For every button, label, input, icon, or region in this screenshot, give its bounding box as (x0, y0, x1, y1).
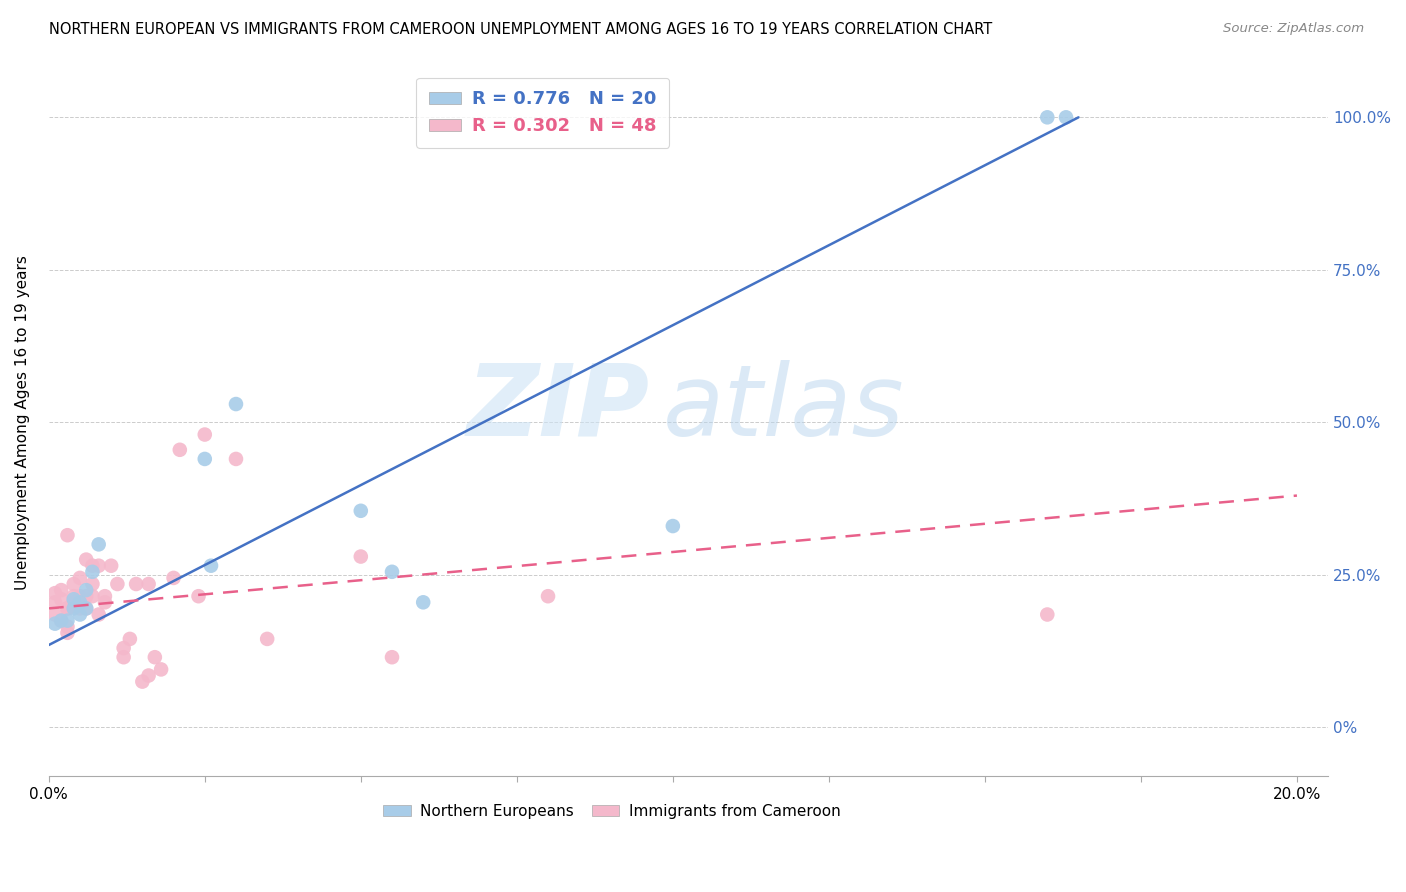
Point (112, 650, 135, 665)
Point (350, 504, 373, 518)
Point (225, 452, 247, 467)
Point (82, 577, 104, 591)
Text: ZIP: ZIP (467, 359, 650, 457)
Point (56, 614, 79, 628)
Point (51, 592, 73, 607)
Point (87, 607, 110, 622)
Point (194, 427, 217, 442)
Point (94, 595, 117, 609)
Point (44, 616, 66, 631)
Point (56, 620, 79, 634)
Point (75, 601, 97, 615)
Text: atlas: atlas (662, 359, 904, 457)
Point (87, 558, 110, 573)
Point (62, 595, 84, 609)
Point (143, 650, 166, 665)
Text: Source: ZipAtlas.com: Source: ZipAtlas.com (1223, 22, 1364, 36)
Point (82, 589, 104, 603)
Point (51, 614, 73, 628)
Point (75, 589, 97, 603)
Y-axis label: Unemployment Among Ages 16 to 19 years: Unemployment Among Ages 16 to 19 years (15, 255, 30, 590)
Point (1036, 111, 1059, 125)
Point (138, 668, 160, 682)
Point (100, 558, 122, 573)
Point (44, 607, 66, 622)
Point (62, 589, 84, 603)
Point (56, 625, 79, 640)
Point (69, 589, 91, 603)
Point (187, 589, 209, 603)
Point (105, 577, 128, 591)
Point (56, 601, 79, 615)
Point (381, 565, 404, 579)
Point (56, 528, 79, 542)
Point (138, 577, 160, 591)
Point (112, 641, 135, 656)
Point (51, 583, 73, 598)
Point (82, 558, 104, 573)
Legend: Northern Europeans, Immigrants from Cameroon: Northern Europeans, Immigrants from Came… (377, 798, 846, 825)
Point (381, 650, 404, 665)
Point (56, 601, 79, 615)
Point (194, 452, 217, 467)
Point (51, 614, 73, 628)
Point (169, 442, 191, 457)
Point (44, 595, 66, 609)
Point (1036, 607, 1059, 622)
Point (162, 571, 184, 585)
Point (150, 662, 173, 676)
Point (1054, 111, 1077, 125)
Point (225, 397, 247, 411)
Point (62, 592, 84, 607)
Point (44, 586, 66, 600)
Point (62, 601, 84, 615)
Point (69, 607, 91, 622)
Point (256, 632, 278, 646)
Point (75, 583, 97, 598)
Point (69, 595, 91, 609)
Point (75, 601, 97, 615)
Point (87, 537, 110, 551)
Point (200, 558, 222, 573)
Point (69, 601, 91, 615)
Point (350, 549, 373, 564)
Text: NORTHERN EUROPEAN VS IMMIGRANTS FROM CAMEROON UNEMPLOYMENT AMONG AGES 16 TO 19 Y: NORTHERN EUROPEAN VS IMMIGRANTS FROM CAM… (49, 22, 993, 37)
Point (62, 577, 84, 591)
Point (69, 571, 91, 585)
Point (662, 519, 685, 533)
Point (537, 589, 560, 603)
Point (94, 589, 117, 603)
Point (82, 565, 104, 579)
Point (412, 595, 434, 609)
Point (131, 674, 153, 689)
Point (125, 577, 148, 591)
Point (75, 552, 97, 566)
Point (118, 632, 141, 646)
